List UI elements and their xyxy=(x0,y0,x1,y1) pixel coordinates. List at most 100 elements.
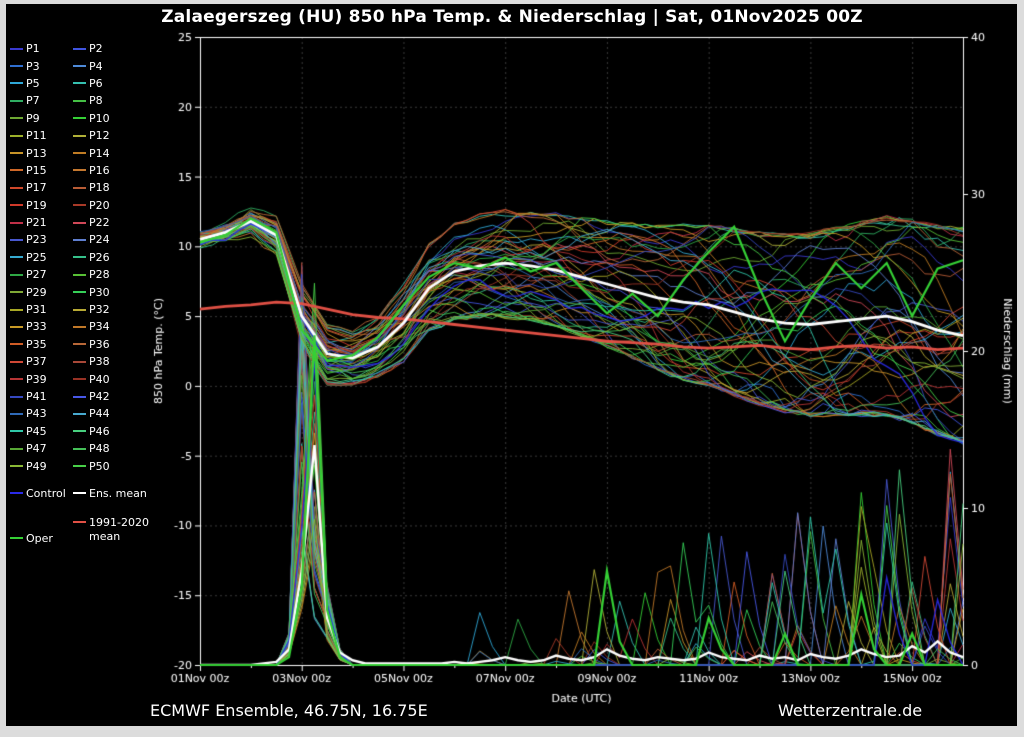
legend-label: P18 xyxy=(89,181,110,195)
legend-swatch xyxy=(10,343,23,346)
legend-label: P29 xyxy=(26,285,47,299)
legend-swatch xyxy=(73,238,86,241)
legend-item-P24: P24 xyxy=(73,231,149,248)
legend-swatch xyxy=(10,204,23,207)
legend-swatch xyxy=(73,186,86,189)
legend-row-control: Control Ens. mean xyxy=(10,485,149,502)
legend-item-P8: P8 xyxy=(73,92,149,109)
legend-item-Control: Control xyxy=(10,485,73,502)
legend-swatch xyxy=(73,325,86,328)
legend-item-P35: P35 xyxy=(10,336,73,353)
legend-label: P11 xyxy=(26,129,47,143)
legend-swatch xyxy=(73,169,86,172)
legend-swatch xyxy=(10,360,23,363)
legend-swatch xyxy=(10,291,23,294)
legend-label: P38 xyxy=(89,355,110,369)
legend-swatch xyxy=(73,378,86,381)
legend-item-P44: P44 xyxy=(73,405,149,422)
legend-swatch xyxy=(10,221,23,224)
legend-swatch xyxy=(10,447,23,450)
legend-label: P1 xyxy=(26,42,40,56)
legend-label: P21 xyxy=(26,216,47,230)
legend-swatch xyxy=(10,308,23,311)
legend-swatch xyxy=(73,47,86,50)
legend-item-P39: P39 xyxy=(10,370,73,387)
chart-title: Zalaegerszeg (HU) 850 hPa Temp. & Nieder… xyxy=(161,7,863,27)
legend-label: P9 xyxy=(26,111,40,125)
legend-label: P5 xyxy=(26,76,40,90)
legend-item-P40: P40 xyxy=(73,370,149,387)
legend-item-P9: P9 xyxy=(10,110,73,127)
legend-item-P4: P4 xyxy=(73,57,149,74)
legend-label: P50 xyxy=(89,459,110,473)
legend-label: P17 xyxy=(26,181,47,195)
legend-item-P13: P13 xyxy=(10,144,73,161)
legend-label: P4 xyxy=(89,59,103,73)
legend-label: P36 xyxy=(89,337,110,351)
legend-item-P46: P46 xyxy=(73,423,149,440)
legend-grid: P1 P2 P3 P4 P5 P6 P7 P8 P9 P10 P11 P12 P13 P14 P15 P16 P… xyxy=(10,40,149,475)
legend-label: P47 xyxy=(26,442,47,456)
legend-swatch xyxy=(10,99,23,102)
legend: P1 P2 P3 P4 P5 P6 P7 P8 P9 P10 P11 P12 P13 P14 P15 P16 P… xyxy=(10,40,149,545)
legend-label: P10 xyxy=(89,111,110,125)
model-location-caption: ECMWF Ensemble, 46.75N, 16.75E xyxy=(150,701,428,720)
legend-swatch xyxy=(73,65,86,68)
legend-label: P2 xyxy=(89,42,103,56)
legend-item-P16: P16 xyxy=(73,162,149,179)
legend-swatch xyxy=(73,465,86,468)
legend-swatch xyxy=(10,65,23,68)
legend-item-P21: P21 xyxy=(10,214,73,231)
legend-item-P47: P47 xyxy=(10,440,73,457)
legend-label: P37 xyxy=(26,355,47,369)
legend-item-P6: P6 xyxy=(73,75,149,92)
legend-swatch xyxy=(10,186,23,189)
legend-label: P33 xyxy=(26,320,47,334)
legend-label: P46 xyxy=(89,424,110,438)
legend-item-P19: P19 xyxy=(10,197,73,214)
legend-label: P39 xyxy=(26,372,47,386)
legend-item-P14: P14 xyxy=(73,144,149,161)
legend-item-P1: P1 xyxy=(10,40,73,57)
legend-label: P26 xyxy=(89,250,110,264)
legend-swatch xyxy=(10,82,23,85)
legend-label: P25 xyxy=(26,250,47,264)
legend-item-Ens-mean: Ens. mean xyxy=(73,485,149,502)
legend-swatch xyxy=(10,465,23,468)
legend-swatch xyxy=(73,343,86,346)
legend-label: Ens. mean xyxy=(89,486,147,500)
legend-item-P31: P31 xyxy=(10,301,73,318)
legend-item-P29: P29 xyxy=(10,283,73,300)
legend-label: P19 xyxy=(26,198,47,212)
legend-label: P24 xyxy=(89,233,110,247)
legend-item-P23: P23 xyxy=(10,231,73,248)
legend-label: P13 xyxy=(26,146,47,160)
legend-swatch xyxy=(10,492,23,495)
legend-item-oper: Oper xyxy=(10,532,73,545)
legend-label: P6 xyxy=(89,76,103,90)
legend-label: P22 xyxy=(89,216,110,230)
legend-swatch xyxy=(10,430,23,433)
legend-swatch xyxy=(73,430,86,433)
legend-swatch xyxy=(10,47,23,50)
legend-item-P22: P22 xyxy=(73,214,149,231)
legend-item-P5: P5 xyxy=(10,75,73,92)
legend-label: P45 xyxy=(26,424,47,438)
legend-label: P42 xyxy=(89,390,110,403)
legend-swatch xyxy=(10,117,23,120)
legend-swatch xyxy=(73,492,86,495)
legend-swatch xyxy=(73,395,86,398)
legend-label: P16 xyxy=(89,163,110,177)
legend-item-climate-mean: 1991-2020 mean xyxy=(73,516,149,545)
legend-label: P41 xyxy=(26,390,47,403)
site-credit: Wetterzentrale.de xyxy=(778,701,923,720)
legend-swatch xyxy=(73,117,86,120)
legend-item-P11: P11 xyxy=(10,127,73,144)
legend-swatch xyxy=(10,152,23,155)
legend-label: P40 xyxy=(89,372,110,386)
legend-label: P15 xyxy=(26,163,47,177)
legend-swatch xyxy=(73,360,86,363)
legend-label: P20 xyxy=(89,198,110,212)
